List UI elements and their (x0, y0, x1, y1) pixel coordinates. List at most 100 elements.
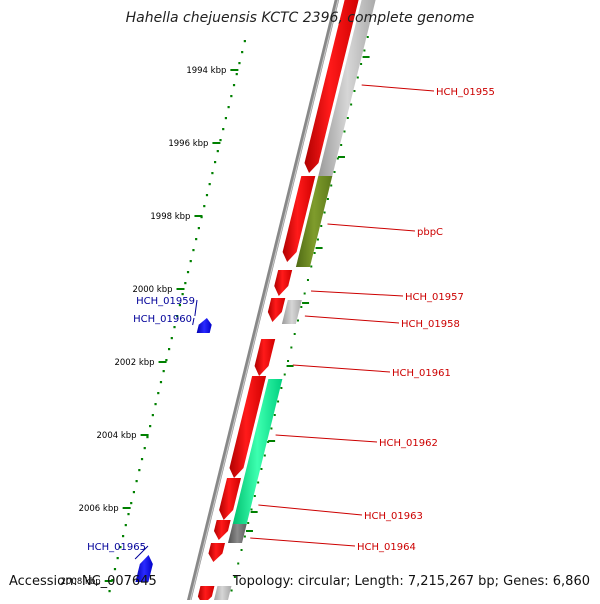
cog-band-dark (228, 524, 247, 543)
ruler-dot (162, 370, 165, 373)
gene-label: HCH_01959 (136, 296, 195, 307)
ruler-dot (213, 161, 217, 164)
ruler-dot (149, 425, 152, 428)
ruler-dot (132, 491, 136, 494)
gene-label-leader (250, 537, 356, 547)
outer-dot (237, 562, 240, 565)
gene-label-leader (194, 299, 198, 317)
gene-label-leader (310, 290, 404, 297)
ruler-dot (127, 513, 130, 516)
outer-dot (306, 279, 309, 281)
outer-dot (273, 414, 276, 416)
outer-dot (250, 508, 253, 511)
ruler-dot (116, 557, 119, 560)
outer-dot (290, 346, 293, 349)
gene-arrow (197, 586, 215, 604)
outer-dot (316, 238, 319, 241)
ruler-dot (243, 40, 246, 43)
ruler-dot (195, 238, 198, 241)
gene-label: HCH_01958 (401, 319, 460, 330)
cog-band-green (232, 379, 283, 525)
ruler-dot (167, 348, 171, 351)
gene-label-leader (361, 84, 435, 92)
ruler-dot (157, 392, 160, 395)
gene-arrow (219, 478, 242, 520)
gene-label-leader (327, 223, 416, 232)
ruler-dot (224, 117, 228, 120)
kbp-label: 1994 kbp (186, 66, 226, 76)
ruler-dot (130, 502, 133, 505)
ruler-dot (113, 568, 117, 571)
gene-label: HCH_01961 (392, 368, 451, 379)
outer-dot (326, 198, 329, 200)
cog-band-grey (213, 586, 232, 604)
ruler-dot (205, 194, 209, 197)
gene-label-leader (134, 545, 149, 560)
outer-dot (360, 63, 363, 65)
gene-label: HCH_01960 (133, 314, 192, 325)
outer-dot (303, 292, 306, 295)
outer-dot (300, 306, 303, 308)
ruler-dot (140, 458, 144, 461)
outer-dot (263, 454, 266, 457)
ruler-dot (165, 359, 168, 362)
ruler-dot (227, 106, 230, 109)
kbp-label: 1996 kbp (168, 139, 208, 149)
ruler-dot (219, 139, 222, 142)
ruler-dot (151, 414, 154, 417)
ruler-dot (197, 227, 200, 230)
outer-dot (260, 468, 263, 470)
ruler-dot (189, 260, 192, 263)
outer-dot (257, 481, 260, 484)
outer-dot (310, 265, 313, 268)
ruler-dot (216, 150, 219, 153)
gene-label-leader (192, 317, 195, 326)
ruler-dot (108, 590, 111, 593)
outer-dot (313, 252, 316, 254)
ruler-dot (121, 535, 125, 538)
ruler-dot (173, 326, 176, 329)
kbp-label: 2006 kbp (79, 504, 119, 514)
outer-dot (233, 576, 236, 578)
gene-label-leader (292, 364, 391, 373)
ruler-dot (211, 172, 214, 175)
gene-arrow (282, 176, 316, 262)
ruler-dot (176, 315, 179, 318)
gene-arrow (196, 318, 212, 333)
ruler-dot (192, 249, 195, 252)
kbp-label: 2008 kbp (61, 577, 101, 587)
outer-dot (247, 522, 250, 524)
outer-dot (320, 225, 323, 227)
outer-dot (350, 103, 353, 106)
ruler-dot (222, 128, 225, 131)
ruler-dot (178, 304, 182, 307)
outer-dot (280, 387, 283, 389)
ruler-dot (170, 337, 173, 340)
outer-dot (287, 360, 290, 362)
gene-arrow (229, 376, 267, 478)
outer-dot (353, 90, 356, 92)
gene-label: HCH_01965 (87, 542, 146, 553)
gene-label: HCH_01955 (436, 87, 495, 98)
outer-dot (356, 76, 359, 79)
ruler-dot (241, 51, 244, 54)
gene-label: HCH_01964 (357, 542, 416, 553)
ruler-dot (181, 293, 184, 296)
gene-arrow (254, 339, 276, 376)
outer-dot (333, 171, 336, 173)
outer-dot (270, 427, 273, 430)
ruler-dot (159, 381, 163, 384)
genome-summary-text: Topology: circular; Length: 7,215,267 bp… (232, 574, 590, 589)
gene-label: HCH_01963 (364, 511, 423, 522)
outer-dot (240, 549, 243, 551)
outer-dot (293, 333, 296, 335)
ruler-dot (200, 216, 203, 219)
outer-dot (340, 144, 343, 146)
outer-dot (230, 589, 233, 592)
outer-dot (330, 184, 333, 187)
outer-dot (346, 117, 349, 119)
outer-dot (323, 211, 326, 214)
outer-dot (297, 319, 300, 322)
ruler-dot (238, 62, 241, 65)
